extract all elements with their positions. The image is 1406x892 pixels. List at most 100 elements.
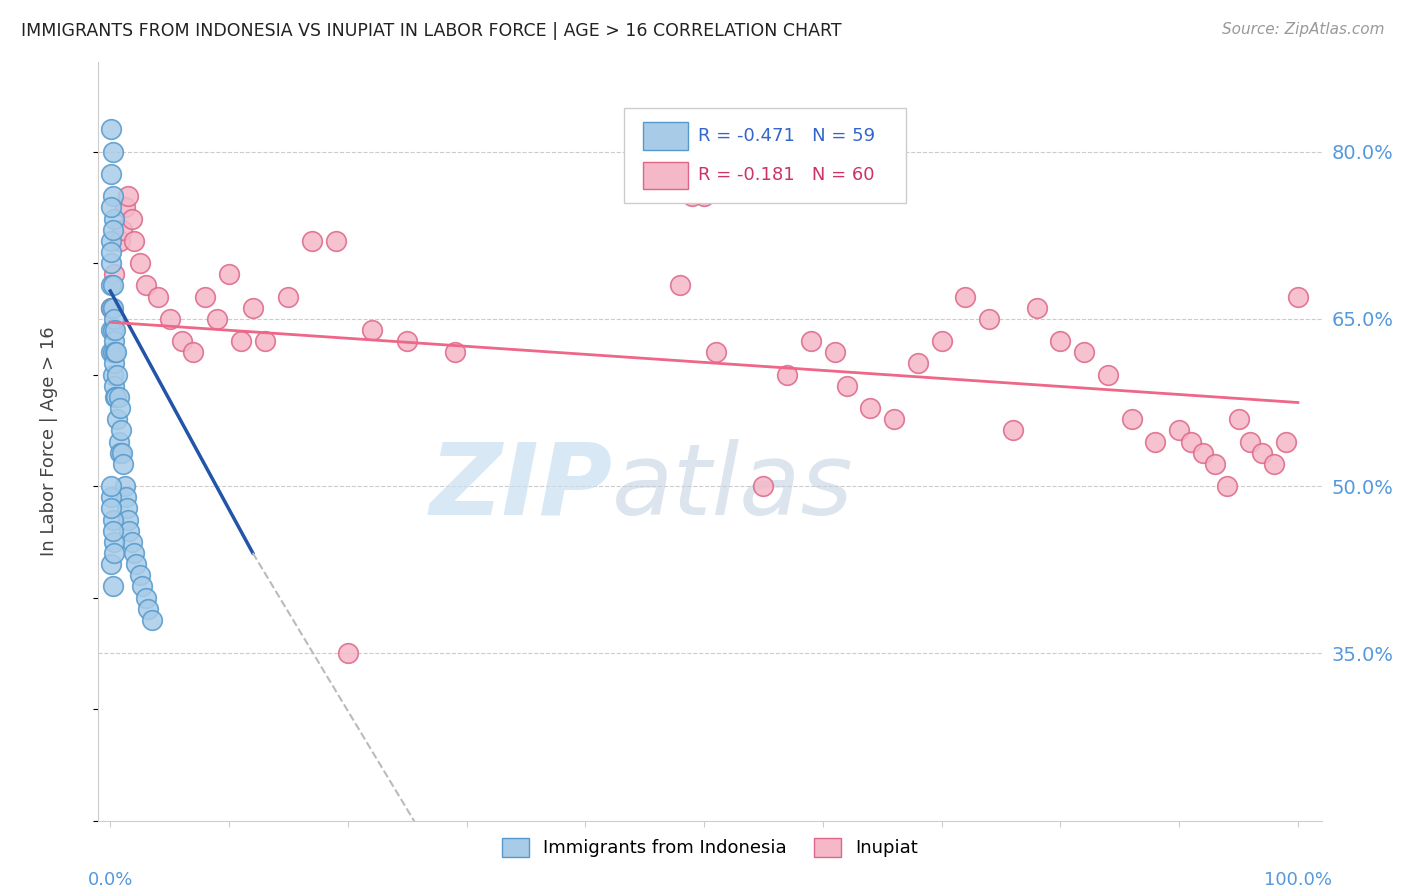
Point	[101, 524, 124, 538]
Point	[1192, 445, 1215, 459]
Point	[1251, 445, 1274, 459]
Point	[1204, 457, 1226, 471]
Point	[108, 401, 131, 416]
Point	[100, 122, 122, 136]
Point	[360, 323, 382, 337]
Point	[100, 345, 122, 359]
Text: R = -0.181   N = 60: R = -0.181 N = 60	[697, 167, 875, 185]
Point	[1121, 412, 1143, 426]
Point	[100, 234, 122, 248]
Point	[277, 289, 299, 303]
Point	[125, 557, 148, 571]
Point	[101, 278, 124, 293]
Point	[100, 490, 122, 504]
Point	[131, 580, 153, 594]
Point	[112, 457, 135, 471]
Text: 100.0%: 100.0%	[1264, 871, 1331, 888]
Point	[103, 546, 125, 560]
Point	[1073, 345, 1095, 359]
Point	[205, 311, 228, 326]
Point	[1144, 434, 1167, 449]
Point	[103, 268, 125, 282]
Point	[776, 368, 799, 382]
Text: Source: ZipAtlas.com: Source: ZipAtlas.com	[1222, 22, 1385, 37]
Point	[129, 568, 152, 582]
Point	[122, 546, 145, 560]
Point	[396, 334, 419, 348]
Point	[107, 412, 129, 426]
Point	[108, 234, 131, 248]
Point	[103, 211, 125, 226]
Point	[752, 479, 775, 493]
Point	[107, 434, 129, 449]
Point	[100, 256, 122, 270]
Point	[135, 278, 157, 293]
Point	[336, 646, 359, 660]
Point	[1227, 412, 1250, 426]
Point	[325, 234, 347, 248]
Point	[129, 256, 152, 270]
Point	[977, 311, 1000, 326]
Point	[103, 378, 125, 392]
Point	[100, 200, 122, 214]
Point	[800, 334, 823, 348]
Text: R = -0.471   N = 59: R = -0.471 N = 59	[697, 127, 875, 145]
Text: IMMIGRANTS FROM INDONESIA VS INUPIAT IN LABOR FORCE | AGE > 16 CORRELATION CHART: IMMIGRANTS FROM INDONESIA VS INUPIAT IN …	[21, 22, 842, 40]
Point	[100, 479, 122, 493]
Point	[100, 323, 122, 337]
Point	[1263, 457, 1285, 471]
Point	[159, 311, 181, 326]
Point	[101, 301, 124, 315]
Point	[1097, 368, 1119, 382]
Point	[1215, 479, 1237, 493]
Point	[907, 356, 929, 371]
Point	[141, 613, 163, 627]
Point	[107, 368, 129, 382]
Point	[118, 524, 141, 538]
Point	[253, 334, 276, 348]
Point	[135, 591, 157, 605]
Point	[104, 323, 127, 337]
Point	[301, 234, 323, 248]
Point	[835, 378, 858, 392]
Point	[1049, 334, 1071, 348]
Point	[104, 390, 127, 404]
Point	[146, 289, 169, 303]
Point	[1001, 423, 1024, 437]
Point	[103, 311, 125, 326]
Point	[931, 334, 953, 348]
Point	[704, 345, 727, 359]
Point	[194, 289, 217, 303]
Text: In Labor Force | Age > 16: In Labor Force | Age > 16	[39, 326, 58, 557]
Point	[117, 512, 139, 526]
FancyBboxPatch shape	[643, 122, 688, 150]
Point	[101, 145, 124, 159]
Point	[114, 490, 136, 504]
Point	[693, 189, 716, 203]
Point	[101, 345, 124, 359]
Point	[183, 345, 205, 359]
Point	[1286, 289, 1309, 303]
Point	[669, 278, 692, 293]
Point	[115, 501, 138, 516]
Point	[114, 200, 136, 214]
Text: atlas: atlas	[612, 439, 853, 535]
Point	[105, 390, 128, 404]
Point	[101, 580, 124, 594]
Text: 0.0%: 0.0%	[87, 871, 134, 888]
Point	[100, 301, 122, 315]
Point	[111, 222, 134, 236]
Point	[883, 412, 905, 426]
Point	[136, 601, 159, 615]
Point	[110, 423, 132, 437]
Point	[100, 167, 122, 181]
Point	[117, 189, 139, 203]
Point	[101, 323, 124, 337]
Point	[955, 289, 977, 303]
FancyBboxPatch shape	[624, 108, 905, 202]
Legend: Immigrants from Indonesia, Inupiat: Immigrants from Indonesia, Inupiat	[495, 830, 925, 864]
Point	[100, 557, 122, 571]
Point	[100, 278, 122, 293]
Point	[103, 334, 125, 348]
Point	[1168, 423, 1191, 437]
